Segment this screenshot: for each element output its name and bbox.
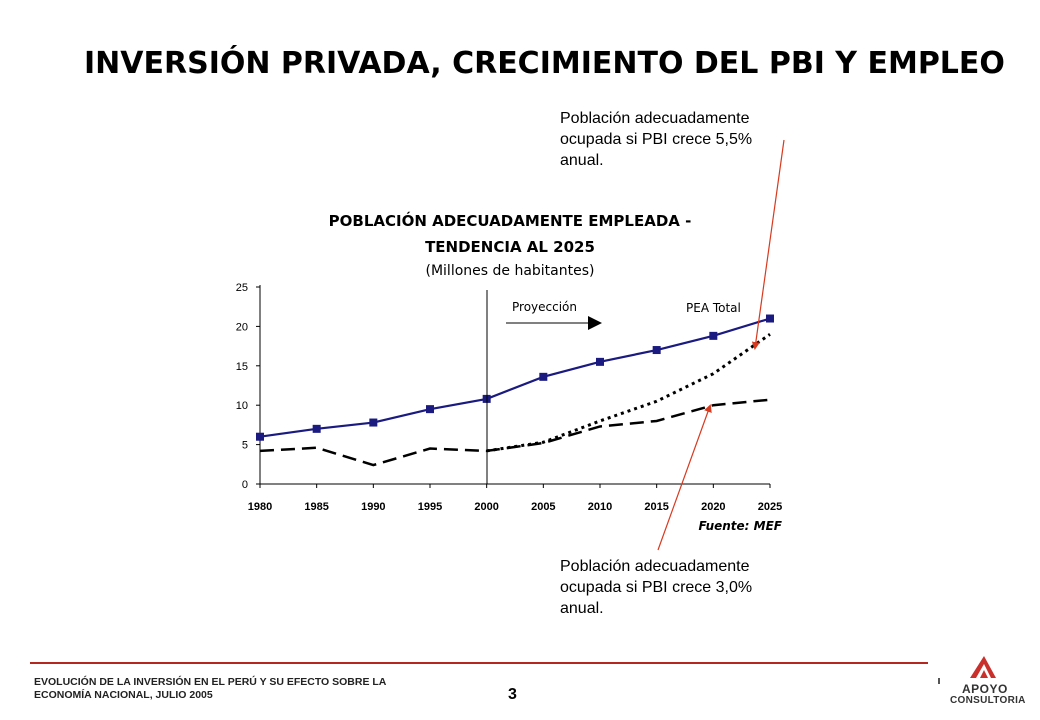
x-tick-label: 2000 xyxy=(474,501,498,513)
series-point-pea-total xyxy=(766,314,774,323)
x-tick-label: 1985 xyxy=(304,501,328,513)
series-point-pea-total xyxy=(426,405,434,414)
series-point-pea-total xyxy=(596,357,604,366)
x-tick-label: 1990 xyxy=(361,501,385,513)
series-point-pea-total xyxy=(652,346,661,355)
slide-title: INVERSIÓN PRIVADA, CRECIMIENTO DEL PBI Y… xyxy=(84,46,1005,81)
apoyo-logo-icon xyxy=(938,656,996,684)
series-line-pea-total xyxy=(259,317,771,438)
y-tick-label: 15 xyxy=(236,361,248,373)
x-tick-label: 1980 xyxy=(248,501,272,513)
chart-source: Fuente: MEF xyxy=(699,519,783,533)
x-tick-label: 2015 xyxy=(644,501,668,513)
callout-arrow-top xyxy=(751,139,785,350)
y-tick-label: 5 xyxy=(242,440,248,452)
footer-line-2: ECONOMÍA NACIONAL, JULIO 2005 xyxy=(34,689,213,701)
series-point-pea-total xyxy=(256,432,264,441)
chart-series xyxy=(256,314,774,467)
apoyo-logo: APOYO CONSULTORIA xyxy=(936,652,1028,712)
series-point-pea-total xyxy=(539,372,548,381)
projection-label: Proyección xyxy=(512,300,577,314)
series-point-pea-total xyxy=(312,424,321,433)
chart-title-line2: TENDENCIA AL 2025 xyxy=(425,238,595,256)
series-line-high-growth xyxy=(486,333,771,453)
x-tick-label: 2010 xyxy=(588,501,612,513)
chart-subtitle: (Millones de habitantes) xyxy=(426,263,595,279)
page-number: 3 xyxy=(508,686,517,703)
callout-arrow-bottom xyxy=(657,404,712,551)
chart-title: POBLACIÓN ADECUADAMENTE EMPLEADA - xyxy=(329,211,692,230)
footer-line-1: EVOLUCIÓN DE LA INVERSIÓN EN EL PERÚ Y S… xyxy=(34,676,387,688)
x-tick-label: 2025 xyxy=(758,501,782,513)
projection-arrow-head xyxy=(588,316,602,330)
series-point-pea-total xyxy=(709,331,718,340)
callout-high-growth: Población adecuadamente ocupada si PBI c… xyxy=(560,110,753,169)
y-tick-label: 25 xyxy=(236,282,248,294)
y-tick-label: 10 xyxy=(236,400,248,412)
y-tick-label: 0 xyxy=(242,479,248,491)
x-tick-label: 2005 xyxy=(531,501,555,513)
x-tick-label: 1995 xyxy=(418,501,442,513)
series-label-pea-total: PEA Total xyxy=(686,301,741,315)
series-line-low-growth xyxy=(259,398,771,467)
footer-divider xyxy=(30,662,928,664)
logo-text-apoyo: APOYO xyxy=(962,682,1008,696)
footer-caption: EVOLUCIÓN DE LA INVERSIÓN EN EL PERÚ Y S… xyxy=(34,676,464,702)
callout-low-growth: Población adecuadamente ocupada si PBI c… xyxy=(560,558,753,617)
logo-text-consultoria: CONSULTORIA xyxy=(950,695,1026,706)
y-tick-label: 20 xyxy=(236,321,248,333)
x-tick-label: 2020 xyxy=(701,501,725,513)
series-point-pea-total xyxy=(369,418,378,427)
